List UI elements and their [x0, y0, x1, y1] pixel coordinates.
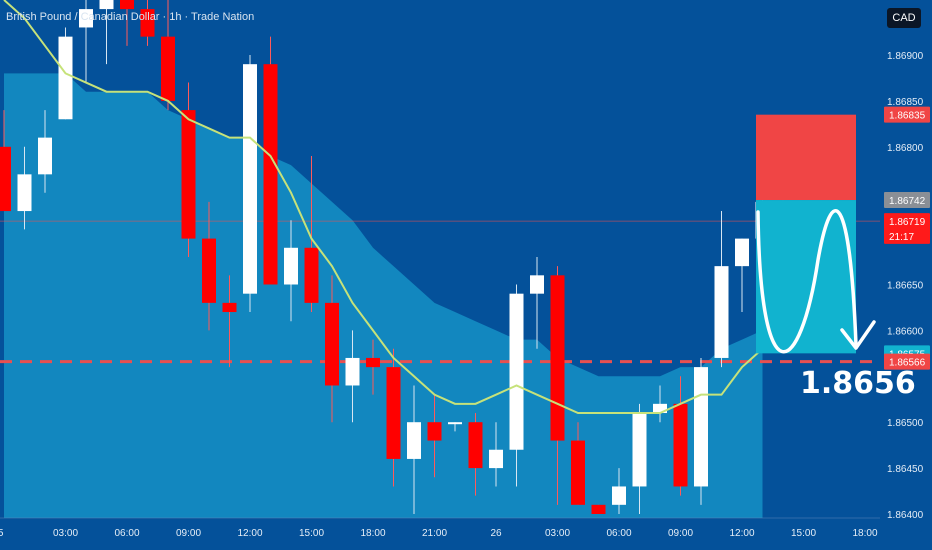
price-tag-box [884, 213, 930, 230]
price-tick-label: 1.86500 [887, 418, 924, 429]
time-tick-label: 09:00 [668, 528, 693, 539]
ema-line [3, 0, 764, 415]
time-tick-label: 18:00 [360, 528, 385, 539]
price-tag-box [884, 192, 930, 209]
candle-body [591, 504, 606, 514]
candle-body [632, 413, 647, 487]
candle-body [714, 266, 729, 358]
price-tick-label: 1.86450 [887, 464, 924, 475]
candle-body [673, 403, 688, 487]
candle-body [304, 247, 319, 303]
candle-body [99, 0, 114, 10]
candle-body [140, 9, 155, 37]
take-profit-zone [756, 200, 856, 354]
candle-body [571, 440, 585, 505]
target-label: 1.8656 [800, 366, 916, 401]
candle-body [653, 403, 667, 414]
candle-body [38, 137, 52, 175]
price-tag-box [884, 227, 930, 244]
candles [0, 0, 790, 514]
price-tag-label: 1.86566 [889, 358, 926, 369]
candle-body [694, 367, 708, 487]
price-tag-label: 21:17 [889, 232, 914, 243]
currency-button[interactable]: CAD [887, 8, 921, 28]
time-tick-label: 18:00 [852, 528, 877, 539]
price-tag-label: 1.86742 [889, 196, 926, 207]
candle-body [0, 146, 11, 212]
candle-body [468, 422, 483, 469]
time-tick-label: 15:00 [299, 528, 324, 539]
candle-body [489, 449, 503, 469]
time-tick-label: 15:00 [791, 528, 816, 539]
candle-body [284, 247, 298, 285]
price-tick-label: 1.86600 [887, 326, 924, 337]
projection-curve [756, 209, 858, 354]
time-tick-label: 09:00 [176, 528, 201, 539]
candle-body [612, 486, 626, 505]
candle-body [366, 357, 380, 368]
price-axis[interactable]: 1.86900 1.86850 1.86800 1.86650 1.86600 1.865… [887, 51, 924, 521]
candle-body [509, 293, 524, 450]
time-tick-label: 12:00 [237, 528, 262, 539]
price-tick-label: 1.86650 [887, 281, 924, 292]
candle-body [202, 238, 216, 303]
candle-body [263, 64, 278, 285]
stop-loss-zone [756, 114, 856, 201]
candle-body [222, 302, 237, 313]
level-lines [0, 220, 880, 364]
candle-body [17, 174, 32, 212]
candle-body [120, 0, 134, 10]
candle-body [550, 275, 565, 441]
candle-body [243, 64, 257, 294]
price-tag-box [884, 353, 930, 370]
price-tick-label: 1.86800 [887, 143, 924, 154]
candle-body [325, 302, 339, 386]
price-tag-box [884, 106, 930, 123]
time-tick-label: 12:00 [729, 528, 754, 539]
time-axis[interactable]: 25 03:00 06:00 09:00 12:00 15:00 18:00 21:00 26 0… [0, 517, 880, 539]
price-tag-label: 1.86719 [889, 217, 926, 228]
candle-body [735, 238, 749, 267]
price-tick-label: 1.86900 [887, 51, 924, 62]
price-tag-label: 1.86835 [889, 111, 926, 122]
candle-body [448, 422, 462, 425]
time-tick-label: 03:00 [545, 528, 570, 539]
price-tick-label: 1.86850 [887, 97, 924, 108]
candle-body [79, 9, 93, 28]
time-tick-label: 25 [0, 528, 4, 539]
candle-body [407, 422, 421, 459]
time-tick-label: 21:00 [422, 528, 447, 539]
time-tick-label: 26 [490, 528, 502, 539]
candle-body [386, 367, 401, 459]
time-tick-label: 06:00 [606, 528, 631, 539]
short-position-tool[interactable] [756, 114, 876, 354]
candle-body [345, 357, 360, 386]
candle-body [181, 110, 196, 239]
time-tick-label: 06:00 [114, 528, 139, 539]
candle-body [530, 275, 544, 294]
candle-body [161, 36, 175, 101]
symbol-title: British Pound / Canadian Dollar · 1h · T… [6, 11, 255, 23]
candle-body [427, 422, 442, 441]
ema-polyline [3, 0, 764, 415]
time-tick-label: 03:00 [53, 528, 78, 539]
price-tick-label: 1.86400 [887, 510, 924, 521]
candle-body [58, 36, 73, 120]
arrow-down-icon [840, 320, 876, 350]
